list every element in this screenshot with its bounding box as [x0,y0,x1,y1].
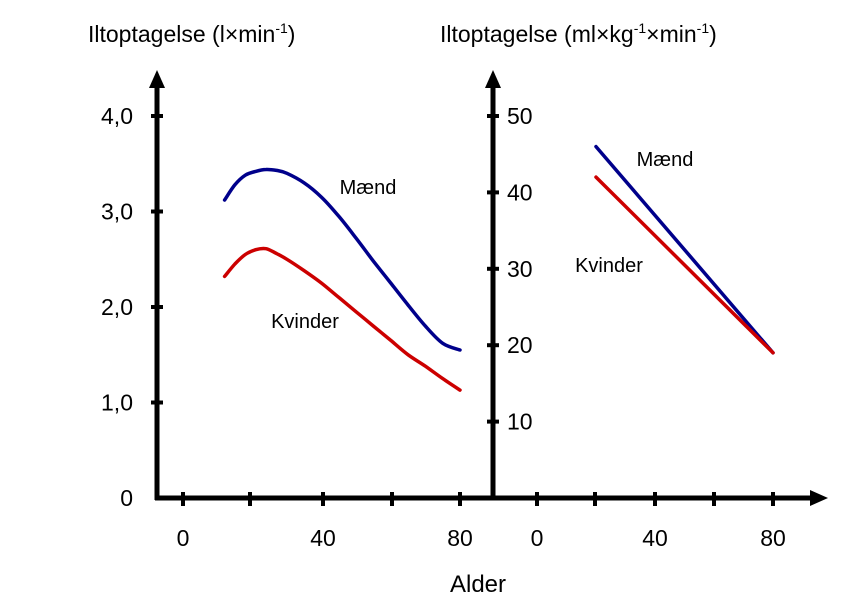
x-tick-label: 40 [642,525,668,551]
series-label-maend: Mænd [340,177,397,199]
y-tick-label: 2,0 [101,294,133,320]
x-tick-label: 40 [310,525,336,551]
x-tick-label: 80 [760,525,786,551]
x-axis-arrow [810,490,828,506]
y-tick-label: 3,0 [101,199,133,225]
series-line-maend [594,144,775,355]
series-label-maend: Mænd [637,149,694,171]
y-tick-label: 4,0 [101,103,133,129]
y-tick-label: 40 [507,179,533,205]
series-label-kvinder: Kvinder [271,311,339,333]
series-line-maend [222,167,462,352]
y-tick-label: 50 [507,103,533,129]
y-tick-label: 30 [507,256,533,282]
series-line-kvinder [222,246,462,392]
x-tick-label: 0 [177,525,190,551]
series-label-kvinder: Kvinder [575,255,643,277]
x-tick-label: 80 [447,525,473,551]
left-y-axis-arrow [149,70,165,88]
x-axis-label: Alder [450,571,506,598]
chart-marks: 0 1,0 2,0 3,0 4,0 0 40 80 Mænd Kvinder 10 20 30 40 50 0… [101,103,786,551]
y-tick-label: 10 [507,409,533,435]
y-tick-label: 20 [507,332,533,358]
y-tick-label: 1,0 [101,390,133,416]
y-tick-label: 0 [120,485,133,511]
left-axis-title: Iltoptagelse (l×min-1) [88,20,295,47]
series-line-kvinder [594,175,775,355]
right-y-axis-arrow [485,70,501,88]
right-axis-title: Iltoptagelse (ml×kg-1×min-1) [440,20,717,47]
x-tick-label: 0 [531,525,544,551]
